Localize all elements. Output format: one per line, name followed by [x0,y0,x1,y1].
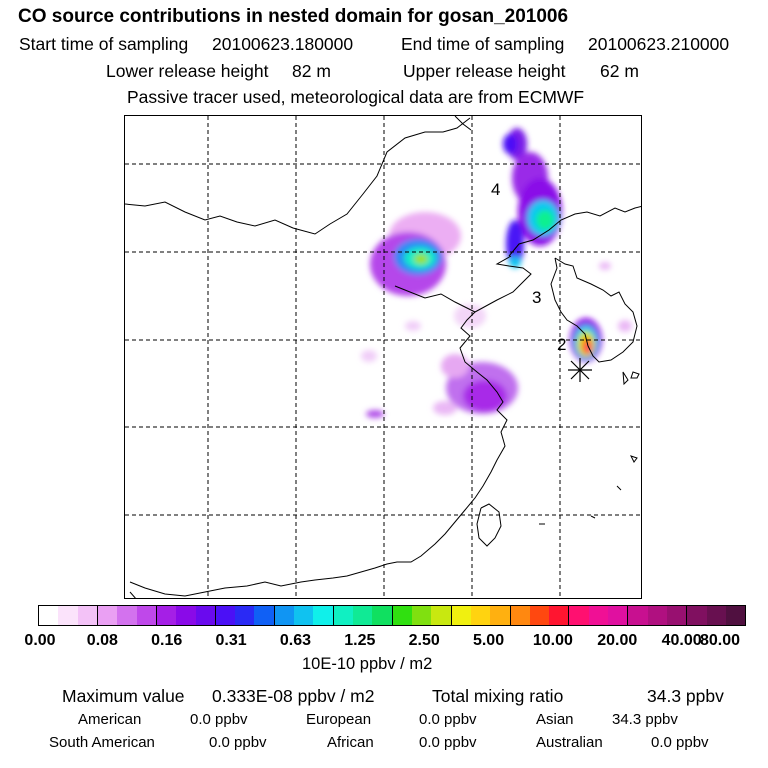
colorbar-swatch [372,606,393,625]
lat-lon-grid [125,116,641,598]
coastlines [125,116,641,598]
region-value-american: 0.0 ppbv [190,711,248,728]
colorbar-swatch [274,606,295,625]
colorbar-tick-label: 20.00 [597,632,638,649]
map-canvas [125,116,641,598]
colorbar-swatch [490,606,511,625]
plume-northeast [503,128,562,268]
map-panel: 4 3 2 [124,115,642,599]
colorbar-swatch [294,606,314,625]
colorbar-swatch [411,606,432,625]
colorbar-swatch [235,606,255,625]
colorbar-swatch [529,606,550,625]
colorbar-swatch [97,606,118,625]
colorbar-swatch [569,606,589,625]
colorbar-tick-label: 10.00 [532,632,573,649]
total-mixing-label: Total mixing ratio [432,686,564,706]
region-name-american: American [78,711,142,728]
end-time-value: 20100623.210000 [588,34,730,54]
colorbar [38,605,746,626]
upper-release-label: Upper release height [403,61,566,81]
region-value-australian: 0.0 ppbv [651,734,709,751]
region-name-australian: Australian [536,734,603,751]
region-name-european: European [306,711,372,728]
colorbar-tick-label: 0.16 [151,632,183,649]
region-name-asian: Asian [536,711,574,728]
plot-title: CO source contributions in nested domain… [18,6,569,27]
colorbar-tick-label: 0.00 [24,632,56,649]
colorbar-swatch [353,606,373,625]
colorbar-tick-label: 40.00 [661,632,702,649]
colorbar-tick-label: 0.31 [215,632,247,649]
colorbar-swatch [510,606,530,625]
region-value-south-american: 0.0 ppbv [209,734,267,751]
colorbar-swatch [451,606,471,625]
point-label-4: 4 [491,180,501,199]
colorbar-swatch [706,606,726,625]
colorbar-tick-label: 0.63 [279,632,312,649]
colorbar-tick-label: 5.00 [472,632,505,649]
region-name-african: African [327,734,374,751]
colorbar-swatch [608,606,629,625]
colorbar-units: 10E-10 ppbv / m2 [302,655,433,673]
region-value-european: 0.0 ppbv [419,711,477,728]
colorbar-swatch [647,606,667,625]
colorbar-swatch [549,606,570,625]
colorbar-swatch [254,606,275,625]
colorbar-tick-label: 2.50 [408,632,440,649]
colorbar-swatch [136,606,157,625]
colorbar-swatch [215,606,236,625]
asterisk-icon [568,358,592,382]
lower-release-value: 82 m [292,61,331,81]
max-value-label: Maximum value [62,686,185,706]
colorbar-swatch [333,606,353,625]
colorbar-swatch [156,606,177,625]
colorbar-tick-label: 80.00 [699,632,741,649]
colorbar-swatch [39,606,59,625]
colorbar-swatch [58,606,78,625]
colorbar-swatch [588,606,609,625]
colorbar-tick-label: 1.25 [344,632,376,649]
region-value-african: 0.0 ppbv [419,734,477,751]
tracer-note: Passive tracer used, meteorological data… [127,87,585,107]
colorbar-swatch [195,606,216,625]
colorbar-swatch [725,606,746,625]
colorbar-swatch [313,606,334,625]
colorbar-swatch [77,606,98,625]
colorbar-tick-label: 0.08 [86,632,118,649]
colorbar-swatch [117,606,137,625]
max-value: 0.333E-08 ppbv / m2 [212,686,375,706]
start-time-value: 20100623.180000 [212,34,354,54]
region-name-south-american: South American [49,734,155,751]
colorbar-swatch [176,606,196,625]
colorbar-swatch [470,606,491,625]
colorbar-swatch [667,606,688,625]
colorbar-swatch [628,606,648,625]
end-time-label: End time of sampling [401,34,565,54]
plume-korea [570,318,602,362]
total-mixing-value: 34.3 ppbv [647,686,724,706]
colorbar-swatch [687,606,707,625]
region-value-asian: 34.3 ppbv [612,711,678,728]
upper-release-value: 62 m [600,61,639,81]
plume-shanghai [361,262,632,418]
point-label-3: 3 [532,288,542,307]
lower-release-label: Lower release height [106,61,269,81]
colorbar-swatch [392,606,412,625]
start-time-label: Start time of sampling [19,34,189,54]
point-label-2: 2 [557,335,567,354]
colorbar-swatch [431,606,452,625]
